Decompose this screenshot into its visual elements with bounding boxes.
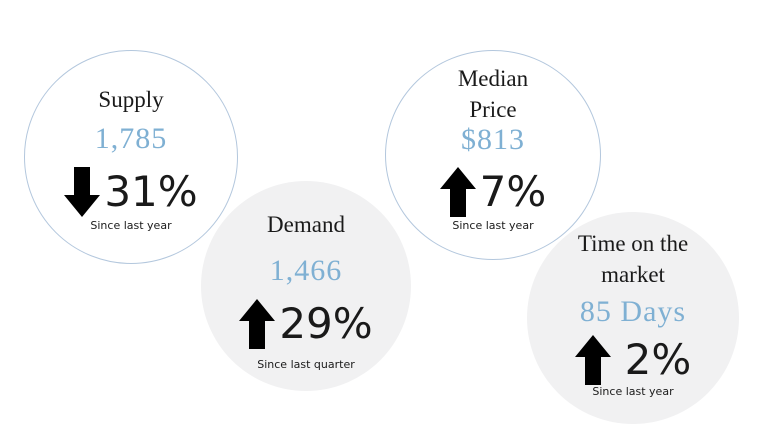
demand-value: 1,466 bbox=[269, 254, 343, 287]
time-on-market-value: 85 Days bbox=[579, 295, 687, 328]
median-price-since: Since last year bbox=[452, 219, 534, 232]
arrow-up-icon bbox=[574, 335, 611, 385]
demand-change: 29% bbox=[201, 299, 411, 349]
demand-since: Since last quarter bbox=[257, 358, 355, 371]
time-on-market-label-line2: market bbox=[601, 262, 665, 287]
supply-change: 31% bbox=[25, 167, 237, 217]
supply-label: Supply bbox=[98, 87, 164, 112]
supply-change-percent: 31% bbox=[104, 167, 198, 216]
median-price-label-line2: Price bbox=[469, 97, 517, 122]
median-price-change: 7% bbox=[386, 167, 600, 217]
supply-since: Since last year bbox=[90, 219, 172, 232]
median-price-stat-circle: Median Price $813 7% Since last year bbox=[385, 50, 601, 260]
demand-stat-circle: Demand 1,466 29% Since last quarter bbox=[201, 181, 411, 391]
demand-label: Demand bbox=[267, 212, 345, 237]
supply-stat-circle: Supply 1,785 31% Since last year bbox=[24, 50, 238, 264]
supply-value: 1,785 bbox=[94, 122, 168, 155]
median-price-value: $813 bbox=[461, 123, 525, 156]
time-on-market-since: Since last year bbox=[592, 385, 674, 398]
time-on-market-stat-circle: Time on the market 85 Days 2% Since last… bbox=[527, 212, 739, 424]
arrow-up-icon bbox=[439, 167, 476, 217]
arrow-up-icon bbox=[239, 299, 276, 349]
median-price-change-percent: 7% bbox=[479, 167, 547, 216]
time-on-market-change-percent: 2% bbox=[624, 335, 692, 384]
time-on-market-label-line1: Time on the bbox=[577, 231, 689, 256]
time-on-market-change: 2% bbox=[527, 335, 739, 385]
arrow-down-icon bbox=[64, 167, 101, 217]
median-price-label-line1: Median bbox=[457, 66, 529, 91]
demand-change-percent: 29% bbox=[279, 299, 373, 348]
